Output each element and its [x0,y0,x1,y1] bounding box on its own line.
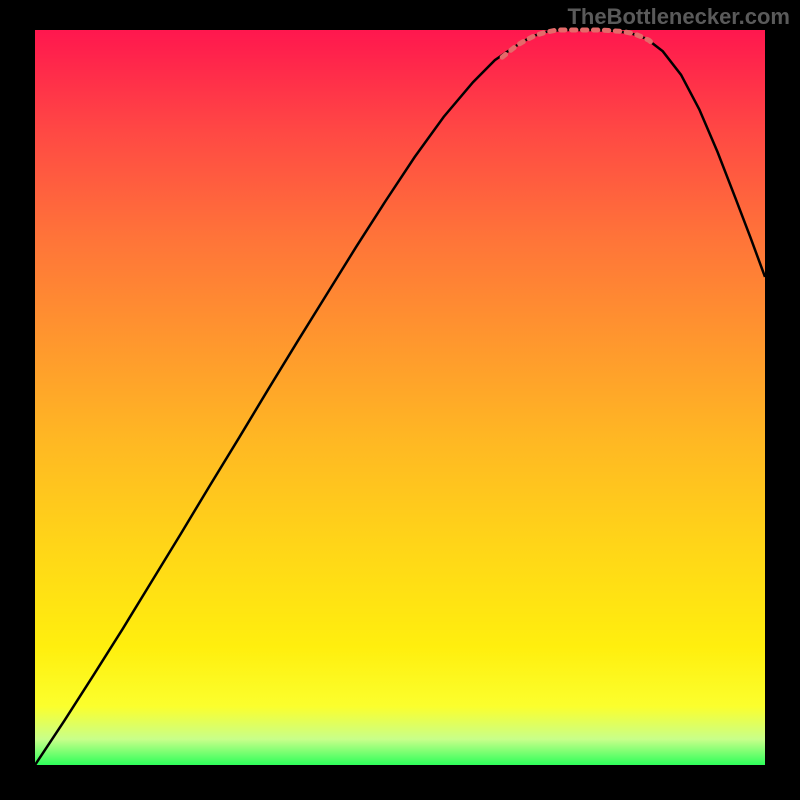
watermark-text: TheBottlenecker.com [567,4,790,30]
chart-plot-area [35,30,765,765]
bottleneck-curve [35,30,765,765]
chart-svg [35,30,765,765]
marker-band [502,30,653,57]
